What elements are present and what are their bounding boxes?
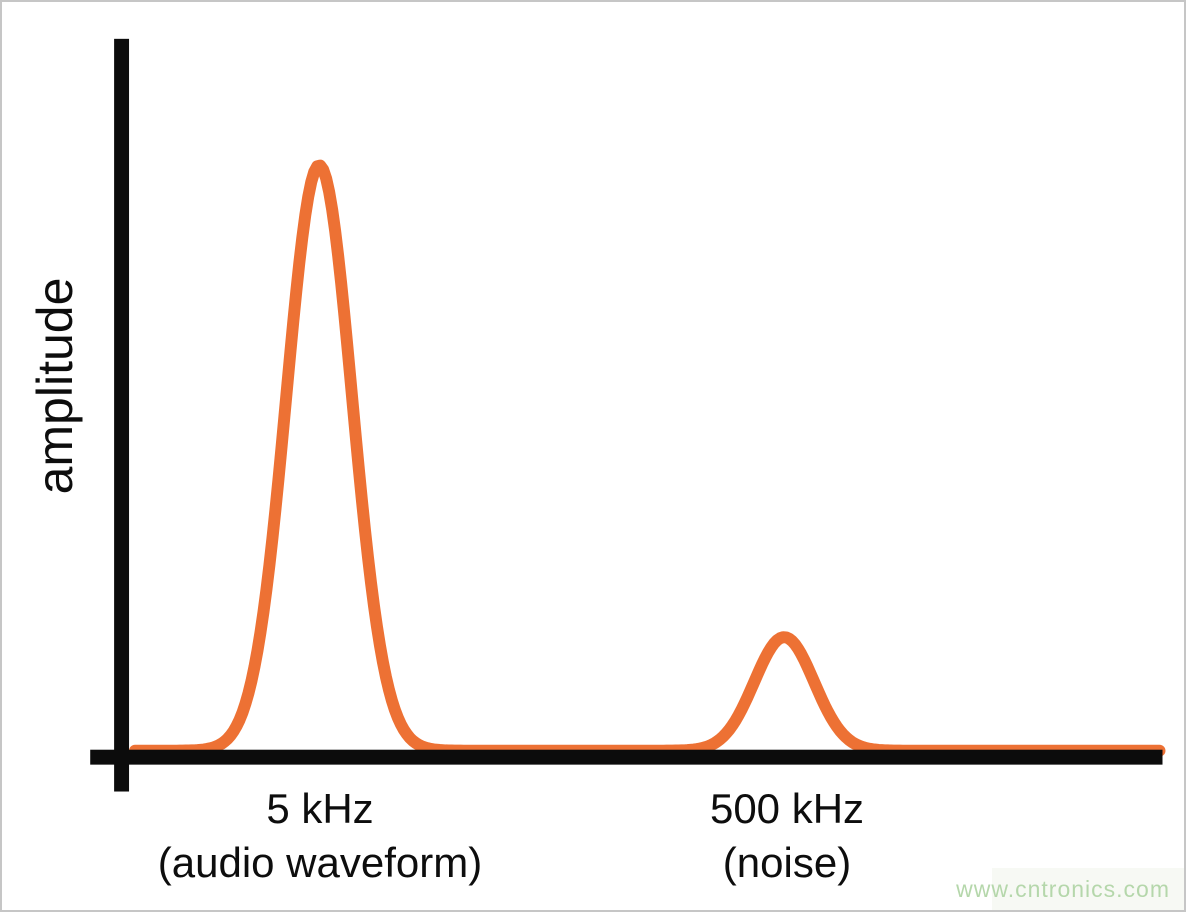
peak1-description-label: (audio waveform) xyxy=(157,839,483,886)
x-axis-line xyxy=(90,749,1163,765)
watermark-text: www.cntronics.com xyxy=(956,875,1170,902)
watermark-box: www.cntronics.com xyxy=(956,868,1184,910)
y-axis-line xyxy=(114,38,130,792)
peak2-frequency-label: 500 kHz xyxy=(709,785,865,832)
spectrum-curve xyxy=(129,159,1166,757)
peak2-description-label: (noise) xyxy=(722,839,852,886)
peak2-label-group: 500 kHz (noise) xyxy=(710,782,864,890)
peak1-frequency-label: 5 kHz xyxy=(266,785,374,832)
y-axis-label: amplitude xyxy=(27,277,83,495)
peak1-label-group: 5 kHz (audio waveform) xyxy=(158,782,482,890)
